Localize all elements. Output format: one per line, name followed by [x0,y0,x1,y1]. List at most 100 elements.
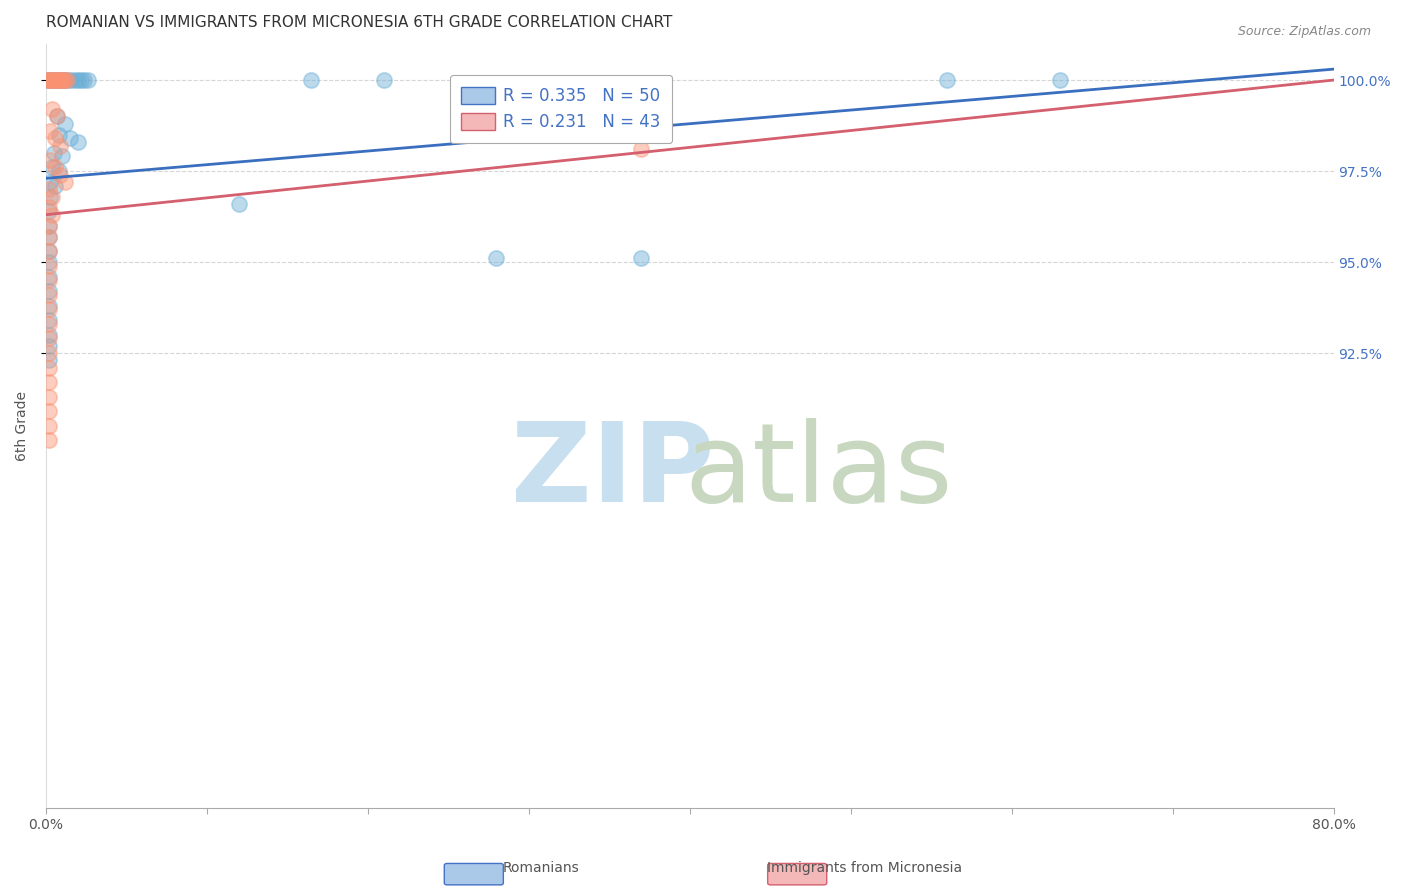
Point [38,219,60,233]
Point [42,73,65,87]
Point [66,73,89,87]
Point [73,73,96,87]
Point [38,219,60,233]
Point [38,317,60,331]
Point [60,73,83,87]
Point [38,287,60,301]
Point [41,102,63,116]
Point [38,201,60,215]
Text: ROMANIAN VS IMMIGRANTS FROM MICRONESIA 6TH GRADE CORRELATION CHART: ROMANIAN VS IMMIGRANTS FROM MICRONESIA 6… [45,15,672,30]
Point [38,353,60,368]
Point [38,302,60,317]
Point [66,135,89,149]
Point [38,273,60,287]
Point [38,299,60,313]
Point [38,284,60,298]
Point [41,161,63,175]
Point [38,182,60,196]
Point [39,73,62,87]
Legend: R = 0.335   N = 50, R = 0.231   N = 43: R = 0.335 N = 50, R = 0.231 N = 43 [450,75,672,143]
Point [38,244,60,259]
Point [49,73,72,87]
Point [39,175,62,189]
Point [38,418,60,433]
Text: ZIP: ZIP [510,418,714,525]
Point [39,73,62,87]
Point [41,189,63,203]
Point [45,73,67,87]
Point [53,117,76,131]
Point [49,168,72,182]
Point [45,110,67,124]
Point [51,149,73,163]
Point [44,73,66,87]
Point [76,73,98,87]
Point [39,153,62,168]
Point [38,229,60,244]
Point [485,252,508,266]
Point [49,138,72,153]
Text: Source: ZipAtlas.com: Source: ZipAtlas.com [1237,25,1371,38]
Point [55,73,77,87]
Point [38,331,60,345]
Text: Immigrants from Micronesia: Immigrants from Micronesia [768,862,962,875]
Text: Romanians: Romanians [503,862,579,875]
Point [37,73,59,87]
Point [373,73,395,87]
Point [53,73,76,87]
Point [42,73,65,87]
Point [38,244,60,259]
Point [48,164,70,178]
Point [1049,73,1071,87]
Point [45,110,67,124]
Point [51,73,73,87]
Point [38,73,60,87]
Point [49,73,72,87]
Point [38,313,60,327]
Point [38,229,60,244]
Point [936,73,959,87]
Point [38,327,60,342]
Point [38,255,60,269]
Point [38,259,60,273]
Point [38,346,60,360]
Point [52,73,75,87]
Point [44,178,66,193]
Point [37,73,59,87]
Point [44,161,66,175]
Point [39,189,62,203]
Point [630,252,652,266]
Point [48,128,70,142]
Point [44,131,66,145]
Text: atlas: atlas [685,418,953,525]
Point [41,73,63,87]
Point [38,434,60,448]
Point [51,73,73,87]
Point [45,73,67,87]
Point [38,339,60,353]
Point [53,73,76,87]
Point [58,73,80,87]
Point [38,390,60,404]
Point [38,204,60,219]
Point [41,73,63,87]
Point [48,73,70,87]
Y-axis label: 6th Grade: 6th Grade [15,391,30,461]
Point [52,73,75,87]
Point [41,208,63,222]
Point [53,175,76,189]
Point [299,73,322,87]
Point [630,142,652,156]
Point [42,145,65,160]
Point [38,404,60,418]
Point [38,375,60,389]
Point [38,269,60,284]
Point [38,73,60,87]
Point [228,196,250,211]
Point [59,131,82,145]
Point [70,73,93,87]
Point [38,360,60,375]
Point [39,124,62,138]
Point [63,73,86,87]
Point [44,73,66,87]
